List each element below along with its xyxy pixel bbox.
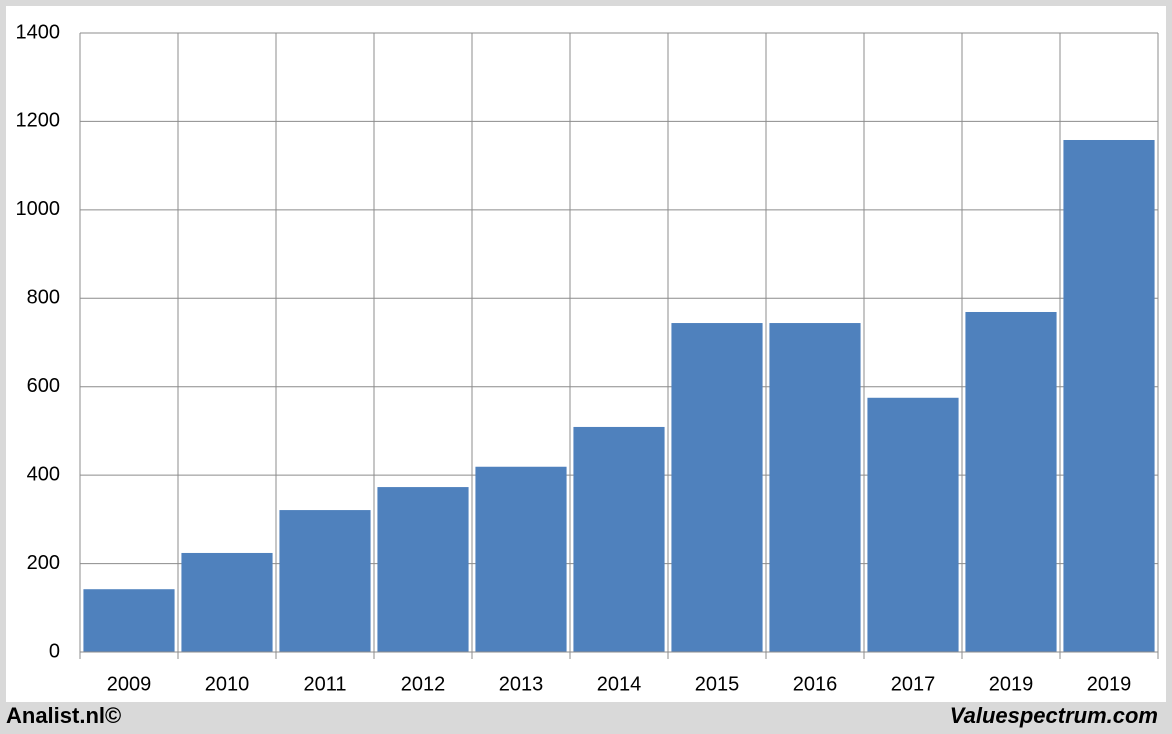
bar <box>475 466 567 652</box>
bar <box>867 397 959 652</box>
x-tick-label: 2019 <box>989 673 1034 695</box>
y-tick-label: 800 <box>27 287 60 309</box>
x-tick-label: 2011 <box>303 673 346 695</box>
bar <box>965 311 1057 652</box>
bar <box>83 589 175 652</box>
y-tick-label: 1200 <box>16 110 61 132</box>
bar <box>279 510 371 652</box>
y-tick-label: 200 <box>27 552 60 574</box>
bar <box>573 426 665 652</box>
x-tick-label: 2010 <box>205 673 250 695</box>
bar <box>1063 139 1155 653</box>
x-tick-label: 2019 <box>1087 673 1132 695</box>
x-tick-label: 2017 <box>891 673 936 695</box>
x-tick-label: 2009 <box>107 673 152 695</box>
footer-right: Valuespectrum.com <box>950 703 1158 728</box>
bar <box>181 552 273 652</box>
y-tick-label: 600 <box>27 375 60 397</box>
x-tick-label: 2016 <box>793 673 838 695</box>
bar <box>769 323 861 652</box>
footer-left: Analist.nl© <box>6 703 121 728</box>
x-tick-label: 2014 <box>597 673 642 695</box>
x-tick-label: 2013 <box>499 673 544 695</box>
x-tick-label: 2015 <box>695 673 740 695</box>
y-tick-label: 1400 <box>16 21 61 43</box>
y-tick-label: 400 <box>27 463 60 485</box>
bar <box>377 487 469 652</box>
bar <box>671 323 763 652</box>
x-tick-label: 2012 <box>401 673 446 695</box>
y-tick-label: 0 <box>49 640 60 662</box>
y-tick-label: 1000 <box>16 198 61 220</box>
